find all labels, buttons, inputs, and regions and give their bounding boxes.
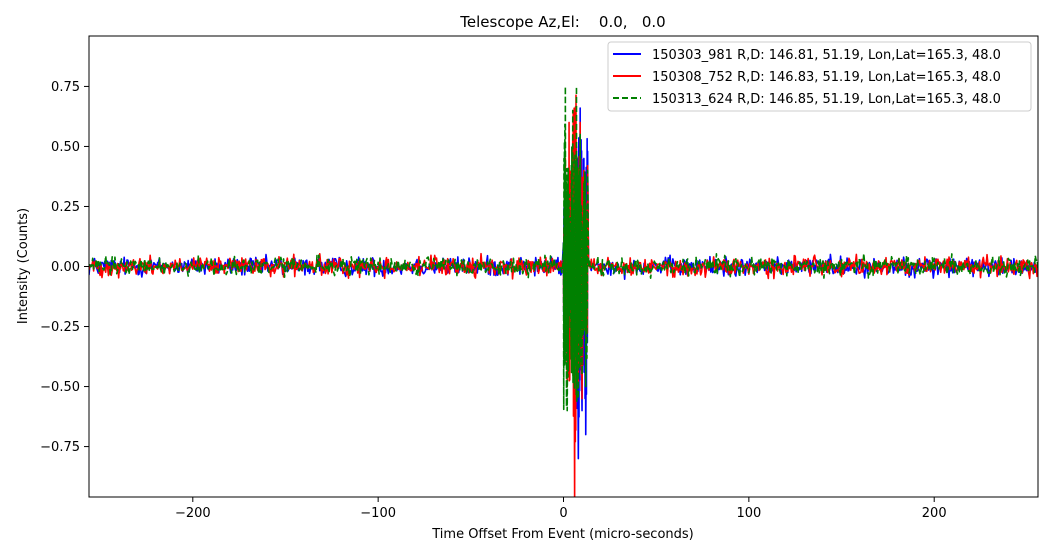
series-line-3 [89,85,1038,412]
legend-label-2: 150308_752 R,D: 146.83, 51.19, Lon,Lat=1… [652,70,1001,85]
y-axis-label: Intensity (Counts) [16,208,31,324]
y-tick-label: 0.75 [51,80,80,95]
y-tick-label: −0.75 [40,440,80,455]
y-tick-label: 0.25 [51,200,80,215]
x-axis-label: Time Offset From Event (micro-seconds) [431,527,694,542]
x-tick-label: −100 [360,506,396,521]
x-tick-label: 0 [559,506,567,521]
x-axis: −200 −100 0 100 200 [175,497,947,521]
y-tick-label: −0.50 [40,380,80,395]
series-layer [89,85,1038,497]
legend-label-1: 150303_981 R,D: 146.81, 51.19, Lon,Lat=1… [652,48,1001,63]
y-tick-label: −0.25 [40,320,80,335]
y-tick-label: 0.00 [51,260,80,275]
legend: 150303_981 R,D: 146.81, 51.19, Lon,Lat=1… [607,41,1032,112]
y-tick-label: 0.50 [51,140,80,155]
x-tick-label: 200 [922,506,947,521]
x-tick-label: −200 [175,506,211,521]
y-axis: 0.75 0.50 0.25 0.00 −0.25 −0.50 −0.75 [40,80,89,455]
legend-label-3: 150313_624 R,D: 146.85, 51.19, Lon,Lat=1… [652,92,1001,107]
chart-title: Telescope Az,El: 0.0, 0.0 [459,13,665,31]
legend-frame [607,41,1032,112]
x-tick-label: 100 [736,506,761,521]
